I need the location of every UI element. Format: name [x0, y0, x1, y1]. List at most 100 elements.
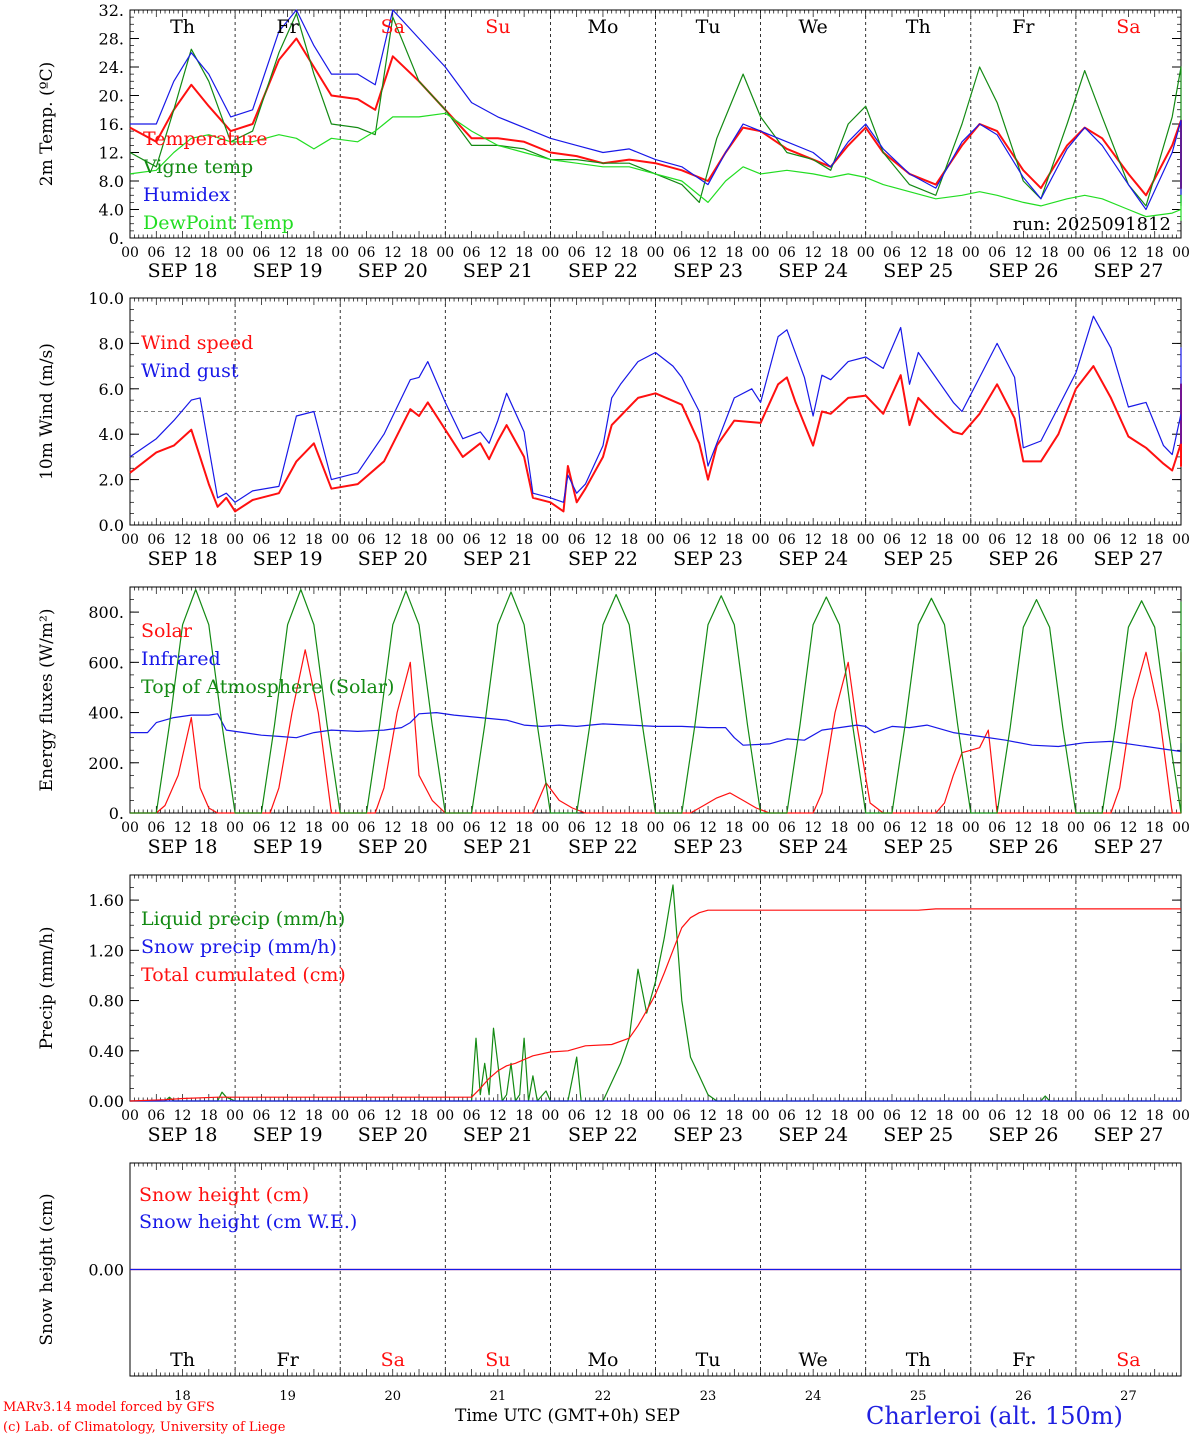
wind-hour-tick-label: 18	[305, 532, 323, 548]
precip-hour-tick-label: 06	[252, 1108, 270, 1124]
wind-hour-tick-label: 18	[1041, 532, 1059, 548]
temp-y-tick-label: 12.	[99, 144, 124, 163]
wind-legend-entry: Wind gust	[141, 360, 239, 382]
temp-date-label: SEP 18	[148, 260, 218, 282]
wind-hour-tick-label: 06	[883, 532, 901, 548]
temp-hour-tick-label: 00	[647, 245, 665, 261]
temp-y-tick-label: 28.	[99, 30, 124, 49]
precip-hour-tick-label: 18	[1146, 1108, 1164, 1124]
precip-date-label: SEP 27	[1094, 1124, 1164, 1146]
temp-hour-tick-label: 18	[725, 245, 743, 261]
precip-hour-tick-label: 18	[200, 1108, 218, 1124]
precip-y-tick-label: 0.80	[88, 992, 124, 1011]
wind-y-tick-label: 6.0	[99, 380, 124, 399]
precip-hour-tick-label: 12	[1014, 1108, 1032, 1124]
flux-hour-tick-label: 06	[988, 820, 1006, 836]
flux-hour-tick-label: 18	[515, 820, 533, 836]
wind-date-label: SEP 27	[1094, 548, 1164, 570]
temp-y-tick-label: 8.0	[99, 172, 124, 191]
precip-date-label: SEP 19	[253, 1124, 323, 1146]
precip-legend-entry: Total cumulated (cm)	[141, 964, 346, 986]
weekday-label: Sa	[1116, 16, 1140, 38]
precip-y-axis-title: Precip (mm/h)	[37, 926, 57, 1049]
temp-legend-entry: DewPoint Temp	[143, 212, 294, 234]
flux-hour-tick-label: 06	[252, 820, 270, 836]
temp-hour-tick-label: 12	[279, 245, 297, 261]
temp-hour-tick-label: 00	[541, 245, 559, 261]
precip-hour-tick-label: 00	[541, 1108, 559, 1124]
wind-hour-tick-label: 12	[804, 532, 822, 548]
flux-hour-tick-label: 00	[541, 820, 559, 836]
precip-hour-tick-label: 00	[962, 1108, 980, 1124]
temp-hour-tick-label: 12	[1014, 245, 1032, 261]
flux-date-label: SEP 18	[148, 836, 218, 858]
snow-legend-entry: Snow height (cm)	[139, 1184, 309, 1206]
snow-y-axis-title: Snow height (cm)	[37, 1193, 57, 1345]
temp-hour-tick-label-end: 00	[1172, 245, 1190, 261]
wind-hour-tick-label: 06	[673, 532, 691, 548]
precip-legend-entry: Liquid precip (mm/h)	[141, 908, 345, 930]
temp-y-tick-label: 20.	[99, 87, 124, 106]
flux-hour-tick-label: 00	[752, 820, 770, 836]
wind-hour-tick-label: 06	[568, 532, 586, 548]
bottom-day-number: 24	[805, 1389, 822, 1404]
wind-hour-tick-label: 00	[1067, 532, 1085, 548]
weekday-label: Su	[485, 1349, 510, 1371]
temp-hour-tick-label: 12	[699, 245, 717, 261]
wind-hour-tick-label: 18	[936, 532, 954, 548]
flux-hour-tick-label: 00	[962, 820, 980, 836]
flux-hour-tick-label: 12	[594, 820, 612, 836]
precip-hour-tick-label: 06	[463, 1108, 481, 1124]
wind-series-line	[129, 315, 1182, 503]
bottom-day-number: 21	[490, 1389, 507, 1404]
temp-hour-tick-label: 06	[673, 245, 691, 261]
flux-hour-tick-label: 06	[883, 820, 901, 836]
bottom-day-number: 23	[700, 1389, 717, 1404]
temp-series-line	[129, 112, 1182, 221]
wind-hour-tick-label: 00	[647, 532, 665, 548]
wind-hour-tick-label: 18	[620, 532, 638, 548]
temp-hour-tick-label: 00	[752, 245, 770, 261]
precip-hour-tick-label: 00	[857, 1108, 875, 1124]
precip-date-label: SEP 21	[463, 1124, 533, 1146]
flux-y-tick-label: 400.	[88, 704, 124, 723]
precip-hour-tick-label: 12	[594, 1108, 612, 1124]
temp-series-line	[130, 9, 1182, 211]
precip-date-label: SEP 24	[778, 1124, 848, 1146]
temp-hour-tick-label: 18	[620, 245, 638, 261]
temp-hour-tick-label: 06	[568, 245, 586, 261]
flux-y-axis-title: Energy fluxes (W/m²)	[37, 609, 57, 792]
x-axis-title: Time UTC (GMT+0h) SEP	[455, 1406, 680, 1426]
wind-hour-tick-label: 18	[831, 532, 849, 548]
wind-y-axis-title: 10m Wind (m/s)	[37, 343, 57, 480]
flux-hour-tick-label: 00	[226, 820, 244, 836]
precip-hour-tick-label: 00	[1067, 1108, 1085, 1124]
bottom-day-number: 22	[595, 1389, 612, 1404]
precip-hour-tick-label: 12	[174, 1108, 192, 1124]
flux-hour-tick-label: 12	[804, 820, 822, 836]
precip-hour-tick-label: 00	[121, 1108, 139, 1124]
wind-hour-tick-label: 18	[1146, 532, 1164, 548]
precip-hour-tick-label: 18	[620, 1108, 638, 1124]
temp-hour-tick-label: 00	[1067, 245, 1085, 261]
wind-legend-entry: Wind speed	[141, 332, 253, 354]
wind-y-tick-label: 2.0	[99, 471, 124, 490]
precip-hour-tick-label: 18	[410, 1108, 428, 1124]
flux-legend-entry: Solar	[141, 620, 193, 642]
wind-date-label: SEP 25	[883, 548, 953, 570]
flux-hour-tick-label: 12	[489, 820, 507, 836]
flux-y-tick-label: 200.	[88, 754, 124, 773]
flux-date-label: SEP 23	[673, 836, 743, 858]
precip-hour-tick-label: 06	[147, 1108, 165, 1124]
weekday-label: Mo	[587, 1349, 618, 1371]
flux-hour-tick-label: 00	[647, 820, 665, 836]
precip-y-tick-label: 1.60	[88, 891, 124, 910]
flux-date-label: SEP 24	[778, 836, 848, 858]
flux-hour-tick-label: 06	[147, 820, 165, 836]
flux-hour-tick-label: 12	[279, 820, 297, 836]
temp-hour-tick-label: 06	[883, 245, 901, 261]
precip-hour-tick-label: 00	[752, 1108, 770, 1124]
wind-hour-tick-label: 00	[962, 532, 980, 548]
temp-hour-tick-label: 12	[384, 245, 402, 261]
